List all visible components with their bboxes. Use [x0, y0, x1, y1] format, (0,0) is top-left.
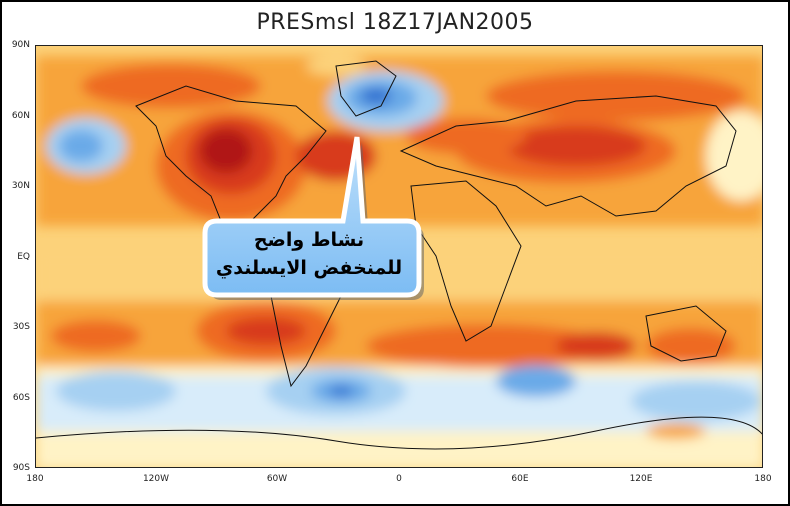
high-siberia: [486, 71, 746, 121]
high-europe: [406, 118, 526, 154]
greenland-coast: [335, 60, 397, 117]
africa-coast: [410, 180, 522, 342]
north-america-coast: [135, 85, 327, 232]
callout-line-1: نشاط واضح: [253, 229, 365, 251]
high-pacific-north: [81, 64, 261, 108]
lon-tick-180w: 180: [26, 474, 44, 484]
lat-tick-90s: 90S: [12, 463, 30, 473]
antarctic-band: [36, 431, 762, 467]
lat-tick-30n: 30N: [11, 181, 30, 191]
eurasia-coast: [399, 95, 737, 217]
lat-tick-eq: EQ: [17, 252, 30, 262]
south-low-1: [56, 371, 176, 411]
lon-tick-60w: 60W: [266, 474, 288, 484]
lon-tick-120w: 120W: [142, 474, 170, 484]
lat-tick-30s: 30S: [12, 322, 30, 332]
high-south-pacific-core: [226, 317, 306, 345]
high-asia-core: [506, 126, 646, 166]
lon-tick-180e: 180: [754, 474, 772, 484]
coastlines: [36, 60, 762, 450]
callout-line-2: للمنخفض الايسلندي: [215, 257, 403, 279]
high-south-west: [51, 320, 141, 352]
south-low-4: [631, 381, 761, 421]
lon-tick-60e: 60E: [511, 474, 529, 484]
australia-coast: [645, 305, 727, 362]
high-north-america-peak: [200, 129, 252, 173]
lon-tick-0: 0: [396, 474, 402, 484]
lat-tick-90n: 90N: [11, 40, 30, 50]
high-south-indian: [366, 324, 606, 368]
antarctic-orange: [646, 423, 706, 439]
lon-tick-120e: 120E: [629, 474, 653, 484]
pale-area-far-east: [706, 111, 762, 201]
lat-tick-60n: 60N: [11, 111, 30, 121]
map-title: PRESmsl 18Z17JAN2005: [256, 10, 534, 35]
callout-bubble: [202, 136, 424, 300]
pressure-anomaly-map: [35, 45, 763, 468]
antarctica-coast: [36, 416, 762, 450]
icelandic-low-core: [360, 88, 392, 104]
callout-body: [202, 136, 422, 298]
south-low-3: [496, 365, 576, 397]
south-low-2-core: [329, 386, 353, 396]
lat-tick-60s: 60S: [12, 393, 30, 403]
high-south-australia: [646, 328, 736, 364]
north-pacific-low: [59, 130, 103, 162]
high-south-indian-core: [556, 332, 636, 360]
map-svg: [36, 46, 762, 467]
callout-text: نشاط واضح للمنخفض الايسلندي: [214, 226, 404, 282]
